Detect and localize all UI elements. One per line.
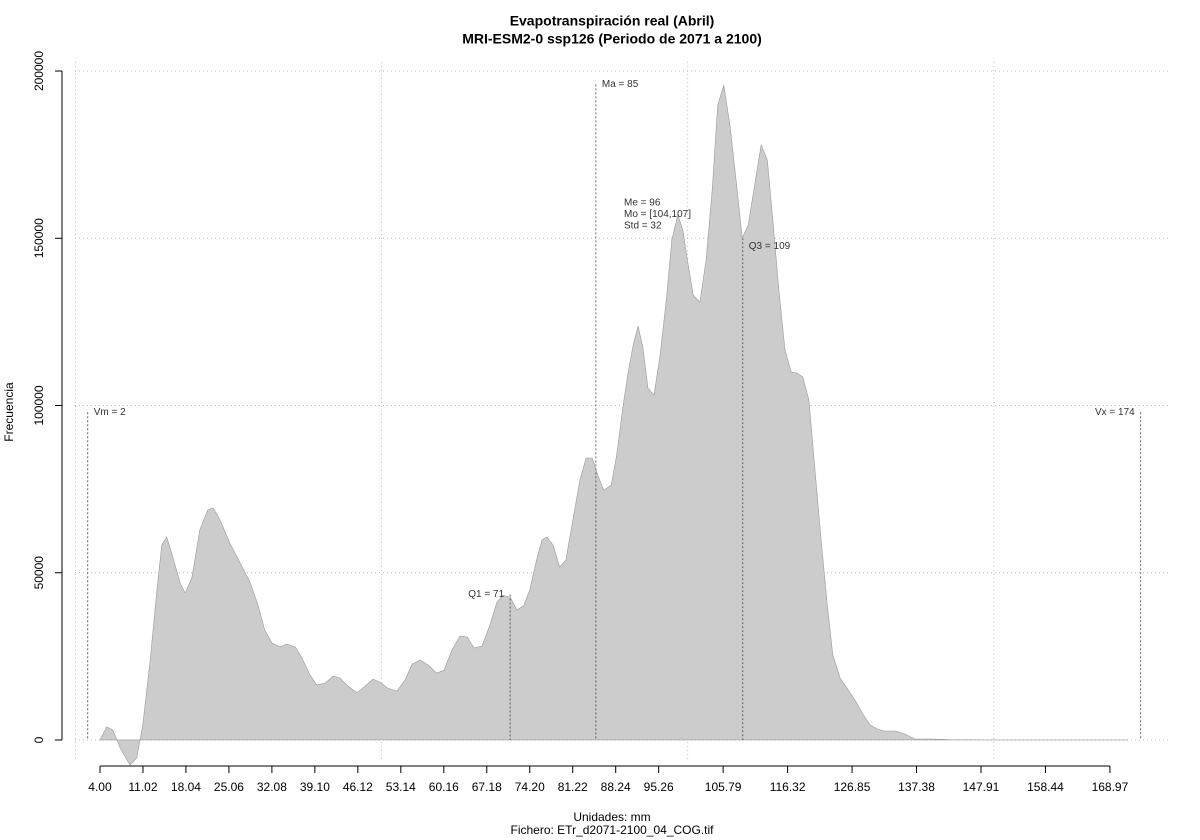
reference-label: Q1 = 71: [468, 589, 504, 600]
x-tick-label: 32.08: [257, 780, 287, 794]
x-axis-label: Unidades: mm: [573, 810, 650, 824]
caption: Fichero: ETr_d2071-2100_04_COG.tif: [511, 823, 715, 837]
x-tick-label: 147.91: [963, 780, 1000, 794]
x-tick-label: 105.79: [705, 780, 742, 794]
reference-label: Vx = 174: [1095, 407, 1135, 418]
reference-label: Q3 = 109: [749, 241, 791, 252]
reference-label: Ma = 85: [602, 79, 639, 90]
x-tick-label: 4.00: [88, 780, 112, 794]
stats-label: Mo = [104,107]: [624, 209, 691, 220]
y-tick-label: 0: [32, 736, 46, 743]
x-tick-label: 116.32: [770, 780, 806, 794]
x-tick-label: 39.10: [300, 780, 330, 794]
chart-subtitle: MRI-ESM2-0 ssp126 (Periodo de 2071 a 210…: [462, 31, 762, 47]
x-tick-label: 137.38: [898, 780, 935, 794]
y-tick-label: 200000: [32, 51, 46, 91]
x-tick-label: 46.12: [343, 780, 373, 794]
x-tick-label: 168.97: [1092, 780, 1129, 794]
x-tick-label: 81.22: [558, 780, 588, 794]
x-tick-label: 74.20: [515, 780, 545, 794]
y-tick-label: 100000: [32, 385, 46, 425]
stats-label: Me = 96: [624, 198, 661, 209]
y-tick-label: 150000: [32, 218, 46, 258]
reference-label: Vm = 2: [94, 407, 126, 418]
x-tick-label: 95.26: [644, 780, 674, 794]
x-tick-label: 88.24: [601, 780, 631, 794]
x-tick-label: 18.04: [171, 780, 201, 794]
stats-label: Std = 32: [624, 221, 662, 232]
x-tick-label: 158.44: [1027, 780, 1064, 794]
y-tick-label: 50000: [32, 556, 46, 590]
area: [99, 85, 1128, 766]
x-tick-label: 126.85: [834, 780, 871, 794]
x-tick-label: 11.02: [128, 780, 157, 794]
x-tick-label: 25.06: [214, 780, 244, 794]
x-tick-label: 53.14: [386, 780, 416, 794]
chart-title: Evapotranspiración real (Abril): [510, 13, 715, 29]
y-axis-label: Frecuencia: [2, 382, 16, 442]
x-tick-label: 60.16: [429, 780, 459, 794]
x-tick-label: 67.18: [472, 780, 502, 794]
